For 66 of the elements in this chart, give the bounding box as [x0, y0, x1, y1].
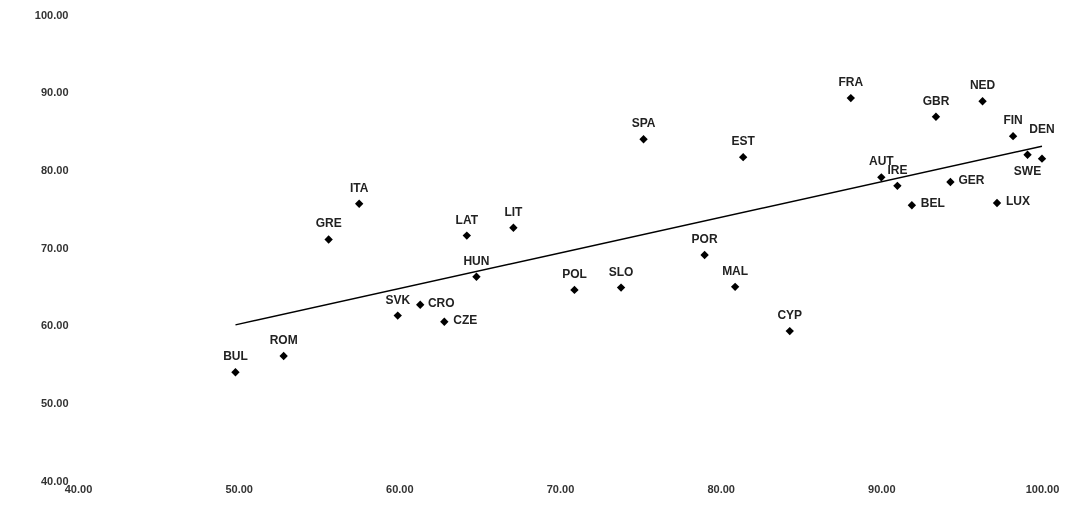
x-tick-label: 100.00 — [1025, 482, 1060, 495]
y-tick-label: 100.00 — [34, 8, 69, 21]
point — [738, 152, 748, 162]
point — [570, 285, 579, 295]
annotation: GBR — [922, 93, 950, 108]
annotation: BEL — [920, 196, 945, 211]
annotation: CYP — [777, 308, 803, 323]
annotation: LUX — [1006, 193, 1031, 208]
point — [785, 326, 794, 336]
y-tick-label: 60.00 — [40, 319, 69, 332]
point — [846, 93, 855, 103]
annotation: CZE — [453, 312, 478, 327]
annotation: POL — [562, 266, 587, 281]
annotation: SPA — [631, 116, 656, 131]
annotation: EST — [731, 134, 756, 149]
y-tick-label: 80.00 — [40, 163, 69, 176]
point — [324, 235, 333, 244]
y-tick-label: 70.00 — [40, 241, 69, 254]
annotation: LIT — [504, 204, 524, 219]
point — [354, 199, 364, 208]
point — [472, 272, 481, 281]
annotation: ROM — [269, 332, 298, 347]
point — [279, 351, 288, 361]
annotation: FRA — [838, 75, 864, 90]
annotation: FIN — [1003, 113, 1023, 128]
point — [462, 231, 471, 240]
point — [1037, 154, 1047, 163]
y-tick-label: 50.00 — [40, 396, 69, 409]
point — [730, 282, 740, 292]
point — [1008, 131, 1018, 141]
x-tick-label: 90.00 — [868, 482, 896, 495]
point — [907, 201, 917, 210]
point — [978, 97, 987, 106]
annotation: POR — [691, 231, 718, 246]
annotation: BUL — [223, 349, 248, 364]
annotation: ITA — [349, 180, 369, 195]
annotation: CRO — [427, 295, 455, 310]
point — [509, 223, 518, 232]
point — [877, 173, 886, 182]
point — [893, 181, 902, 191]
point — [231, 368, 240, 377]
annotation: SVK — [385, 292, 411, 307]
point — [393, 311, 402, 320]
annotation: NED — [969, 78, 996, 93]
point — [639, 135, 648, 144]
point — [992, 198, 1002, 208]
point — [946, 177, 955, 187]
annotation: MAL — [722, 263, 749, 278]
y-tick-label: 90.00 — [40, 86, 69, 99]
x-tick-label: 50.00 — [225, 482, 253, 495]
point — [616, 283, 626, 292]
annotation: GRE — [315, 216, 342, 231]
x-tick-label: 80.00 — [707, 482, 735, 495]
point — [931, 112, 941, 121]
annotation: SWE — [1013, 163, 1042, 178]
annotation: GER — [958, 172, 985, 187]
point — [416, 300, 425, 309]
annotation: HUN — [463, 253, 490, 268]
annotation: SLO — [608, 264, 634, 279]
x-tick-label: 70.00 — [546, 482, 575, 495]
annotation: LAT — [455, 212, 479, 227]
point — [1023, 150, 1032, 159]
point — [440, 317, 449, 326]
point — [700, 250, 709, 260]
annotation: DEN — [1029, 121, 1055, 136]
x-tick-label: 60.00 — [386, 482, 414, 495]
